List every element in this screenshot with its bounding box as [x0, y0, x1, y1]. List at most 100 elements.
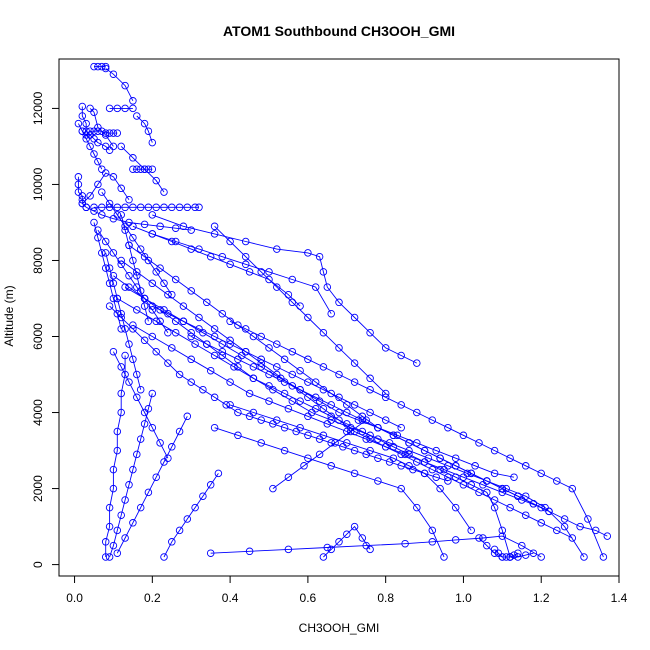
data-point [304, 454, 312, 462]
data-point [78, 199, 87, 208]
profile-series [98, 188, 176, 299]
data-point [603, 532, 612, 540]
data-point [413, 359, 421, 367]
profile-line [81, 172, 130, 204]
data-point [335, 538, 343, 546]
data-point [381, 389, 390, 398]
data-point [510, 473, 518, 481]
data-point [327, 462, 335, 470]
profile-series [78, 169, 133, 208]
data-point [529, 549, 538, 557]
data-point [179, 222, 188, 231]
profile-series [187, 332, 553, 516]
data-point [148, 423, 157, 432]
data-point [350, 378, 359, 386]
data-point [136, 245, 145, 253]
data-point [358, 427, 367, 436]
data-point [311, 404, 320, 413]
data-point [218, 347, 227, 356]
data-point [74, 119, 83, 128]
data-point [187, 226, 195, 234]
data-point [537, 469, 545, 478]
data-point [191, 503, 199, 512]
profile-line [124, 286, 515, 478]
data-point [148, 211, 157, 219]
data-point [413, 439, 421, 447]
profile-series [226, 317, 608, 561]
data-point [241, 325, 250, 333]
data-point [335, 298, 343, 307]
data-point [350, 446, 359, 455]
data-point [265, 397, 273, 405]
data-point [331, 439, 339, 447]
data-point [241, 252, 250, 261]
x-tick-label: 0.6 [300, 591, 317, 605]
profile-series [210, 423, 448, 561]
data-point [175, 203, 184, 212]
data-point [529, 500, 538, 508]
data-point [129, 165, 137, 173]
data-point [152, 176, 160, 185]
data-point [521, 462, 530, 470]
data-point [152, 203, 160, 212]
data-point [82, 135, 90, 143]
data-point [179, 302, 188, 310]
data-point [140, 294, 149, 303]
data-point [148, 279, 157, 288]
data-point [195, 313, 203, 322]
data-point [206, 252, 215, 261]
data-point [335, 344, 343, 352]
data-point [109, 70, 118, 78]
data-point [537, 553, 545, 561]
data-point [537, 503, 545, 512]
data-point [109, 129, 118, 137]
data-point [346, 427, 355, 436]
data-point [280, 355, 289, 364]
data-point [304, 355, 312, 364]
profile-line [116, 416, 188, 554]
data-point [537, 519, 545, 527]
data-point [101, 553, 110, 561]
x-tick-label: 0.8 [377, 591, 394, 605]
data-point [280, 446, 289, 455]
data-point [129, 97, 137, 105]
data-point [90, 150, 98, 158]
data-point [183, 412, 192, 421]
data-point [339, 443, 347, 451]
data-point [109, 347, 118, 356]
data-point [230, 363, 238, 371]
data-point [105, 129, 114, 137]
data-point [226, 378, 234, 386]
data-point [483, 541, 491, 550]
data-point [366, 446, 374, 455]
data-point [366, 545, 374, 554]
data-point [133, 271, 141, 280]
data-point [117, 408, 125, 417]
data-point [187, 245, 195, 253]
plot-frame [58, 58, 620, 577]
data-point [98, 165, 106, 173]
data-point [284, 545, 293, 554]
data-point [101, 169, 110, 177]
data-point [117, 389, 125, 398]
x-axis-label: CH3OOH_GMI [299, 621, 380, 635]
data-point [129, 256, 137, 265]
data-point [160, 188, 168, 196]
profile-series [148, 230, 335, 318]
data-point [109, 214, 118, 223]
data-point [327, 545, 335, 554]
profile-series [160, 469, 223, 561]
data-point [187, 332, 195, 341]
y-tick-label: 2000 [31, 475, 45, 502]
data-point [210, 393, 219, 402]
data-point [335, 370, 343, 379]
data-point [129, 203, 137, 212]
profile-series [206, 532, 545, 561]
data-point [319, 363, 328, 371]
data-point [140, 336, 149, 345]
data-point [117, 260, 125, 269]
data-point [358, 534, 367, 542]
data-point [74, 180, 83, 189]
data-point [94, 233, 102, 242]
